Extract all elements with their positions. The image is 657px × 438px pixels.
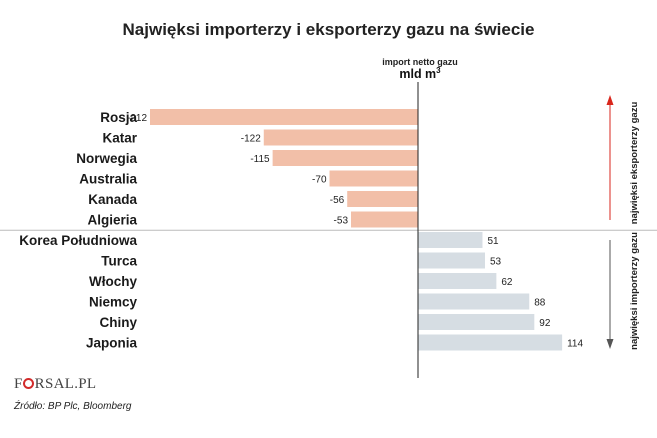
value-label: 51 [487,236,499,247]
value-label: 88 [534,298,546,309]
chart-title: Najwięksi importerzy i eksporterzy gazu … [122,20,535,39]
logo-circle-icon [23,378,35,389]
bar [418,273,497,289]
bar [418,293,530,310]
category-label: Australia [79,172,137,187]
arrow-down-icon [606,339,614,349]
bar [418,334,563,351]
category-label: Norwegia [76,151,137,166]
source-note: Źródło: BP Plc, Bloomberg [14,401,132,412]
bar [347,191,418,207]
bar [150,109,418,125]
bar [263,129,418,146]
category-label: Niemcy [89,295,138,310]
bar [418,314,535,330]
value-label: 114 [567,339,583,350]
category-label: Włochy [89,274,137,289]
category-label: Kanada [88,192,137,207]
unit-label-superscript: 3 [436,66,441,75]
importers-side-label: najwięksi importerzy gazu [629,232,640,350]
category-label: Rosja [100,110,137,125]
category-label: Korea Południowa [19,233,137,248]
category-label: Katar [102,131,137,146]
value-label: -56 [330,195,345,206]
bar [351,211,418,228]
value-label: 92 [539,318,551,329]
value-label: -70 [312,175,327,186]
value-label: -122 [241,134,261,145]
category-label: Chiny [99,315,137,330]
bar [272,150,418,166]
bar [329,170,418,187]
exporters-side-label: najwięksi eksporterzy gazu [629,102,640,225]
logo-suffix: RSAL.PL [34,376,97,392]
bar [418,252,485,269]
unit-label-line2: mld m3 [360,66,480,81]
value-label: -53 [334,216,349,227]
arrow-up-icon [606,95,614,105]
value-label: -212 [127,113,147,124]
category-label: Algieria [87,213,137,228]
bar [418,232,483,248]
unit-label-text: mld m [399,67,437,82]
value-label: -115 [250,154,270,165]
category-label: Turca [101,254,137,269]
unit-label-line1: import netto gazu [382,57,458,67]
value-label: 53 [490,257,502,268]
logo-prefix: F [14,376,23,392]
category-label: Japonia [86,336,138,351]
value-label: 62 [501,277,513,288]
forsal-logo: F RSAL.PL [14,376,96,393]
